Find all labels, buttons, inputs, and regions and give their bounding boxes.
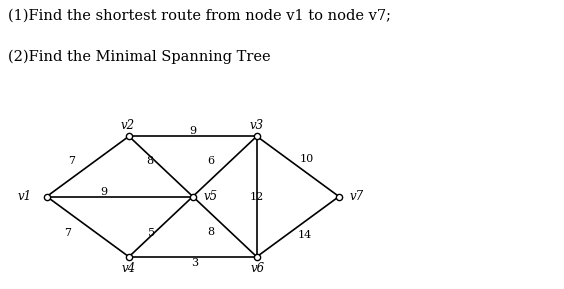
Text: 7: 7 [68,157,76,166]
Text: 8: 8 [208,227,215,236]
Text: 9: 9 [190,125,196,136]
Text: v2: v2 [121,119,135,132]
Text: 14: 14 [298,230,312,240]
Text: 12: 12 [250,192,264,201]
Text: 5: 5 [148,228,155,238]
Text: v1: v1 [17,190,32,203]
Text: 8: 8 [146,157,153,166]
Text: (1)Find the shortest route from node v1 to node v7;: (1)Find the shortest route from node v1 … [8,9,391,23]
Text: v5: v5 [203,190,217,203]
Text: 6: 6 [208,157,215,166]
Text: v4: v4 [122,262,136,275]
Text: (2)Find the Minimal Spanning Tree: (2)Find the Minimal Spanning Tree [8,49,271,64]
Text: v6: v6 [250,262,265,275]
Text: v7: v7 [349,190,363,203]
Text: v3: v3 [250,119,264,132]
Text: 7: 7 [64,228,70,238]
Text: 3: 3 [192,258,199,268]
Text: 10: 10 [300,154,314,164]
Text: 9: 9 [100,188,107,197]
